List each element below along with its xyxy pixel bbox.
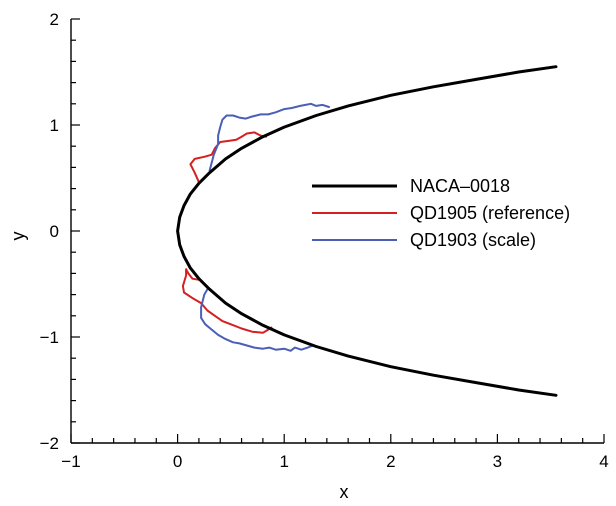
- x-tick-label: −1: [61, 452, 80, 471]
- legend-label: QD1903 (scale): [410, 230, 536, 250]
- x-axis-title: x: [340, 482, 349, 502]
- axis-ticks: [70, 18, 605, 444]
- y-tick-label: −1: [40, 328, 59, 347]
- y-tick-label: 0: [50, 222, 59, 241]
- legend: NACA–0018 QD1905 (reference) QD1903 (scale…: [312, 176, 570, 250]
- y-tick-label: −2: [40, 434, 59, 453]
- y-axis-title: y: [8, 232, 28, 241]
- x-tick-label: 0: [173, 452, 182, 471]
- series-line: [189, 131, 268, 184]
- series-line-lower: [200, 288, 314, 352]
- series-line: [208, 102, 330, 172]
- x-tick-label: 2: [386, 452, 395, 471]
- series-line: [176, 65, 558, 397]
- series-line-lower: [181, 268, 273, 334]
- x-tick-label: 4: [599, 452, 608, 471]
- y-tick-label: 2: [50, 10, 59, 29]
- series-lines: [176, 65, 558, 397]
- x-tick-label: 1: [279, 452, 288, 471]
- legend-label: NACA–0018: [410, 176, 510, 196]
- y-tick-label: 1: [50, 116, 59, 135]
- x-tick-label: 3: [493, 452, 502, 471]
- legend-label: QD1905 (reference): [410, 203, 570, 223]
